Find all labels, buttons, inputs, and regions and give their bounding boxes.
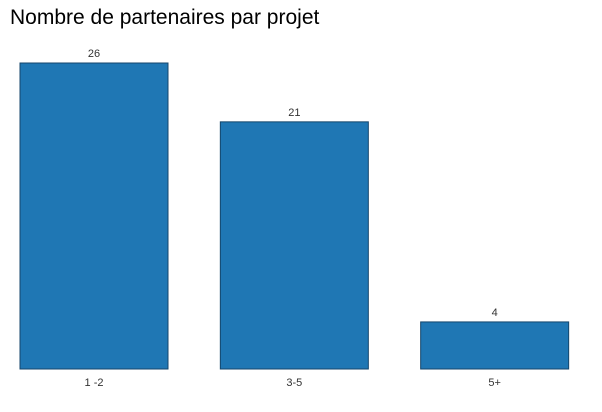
bar-2: [420, 321, 570, 370]
bar-0: [19, 62, 169, 370]
x-tick-label-2: 5+: [488, 377, 501, 389]
data-label-1: 21: [288, 107, 300, 119]
chart-title: Nombre de partenaires par projet: [10, 6, 320, 29]
x-axis-tick-labels: 1 -2 3-5 5+: [85, 377, 501, 389]
data-label-0: 26: [88, 48, 100, 60]
x-tick-label-1: 3-5: [286, 377, 302, 389]
x-tick-label-0: 1 -2: [85, 377, 104, 389]
data-labels-layer: 26 21 4: [88, 48, 498, 319]
bar-1: [219, 121, 369, 370]
bars-layer: [19, 62, 570, 370]
data-label-2: 4: [492, 307, 498, 319]
